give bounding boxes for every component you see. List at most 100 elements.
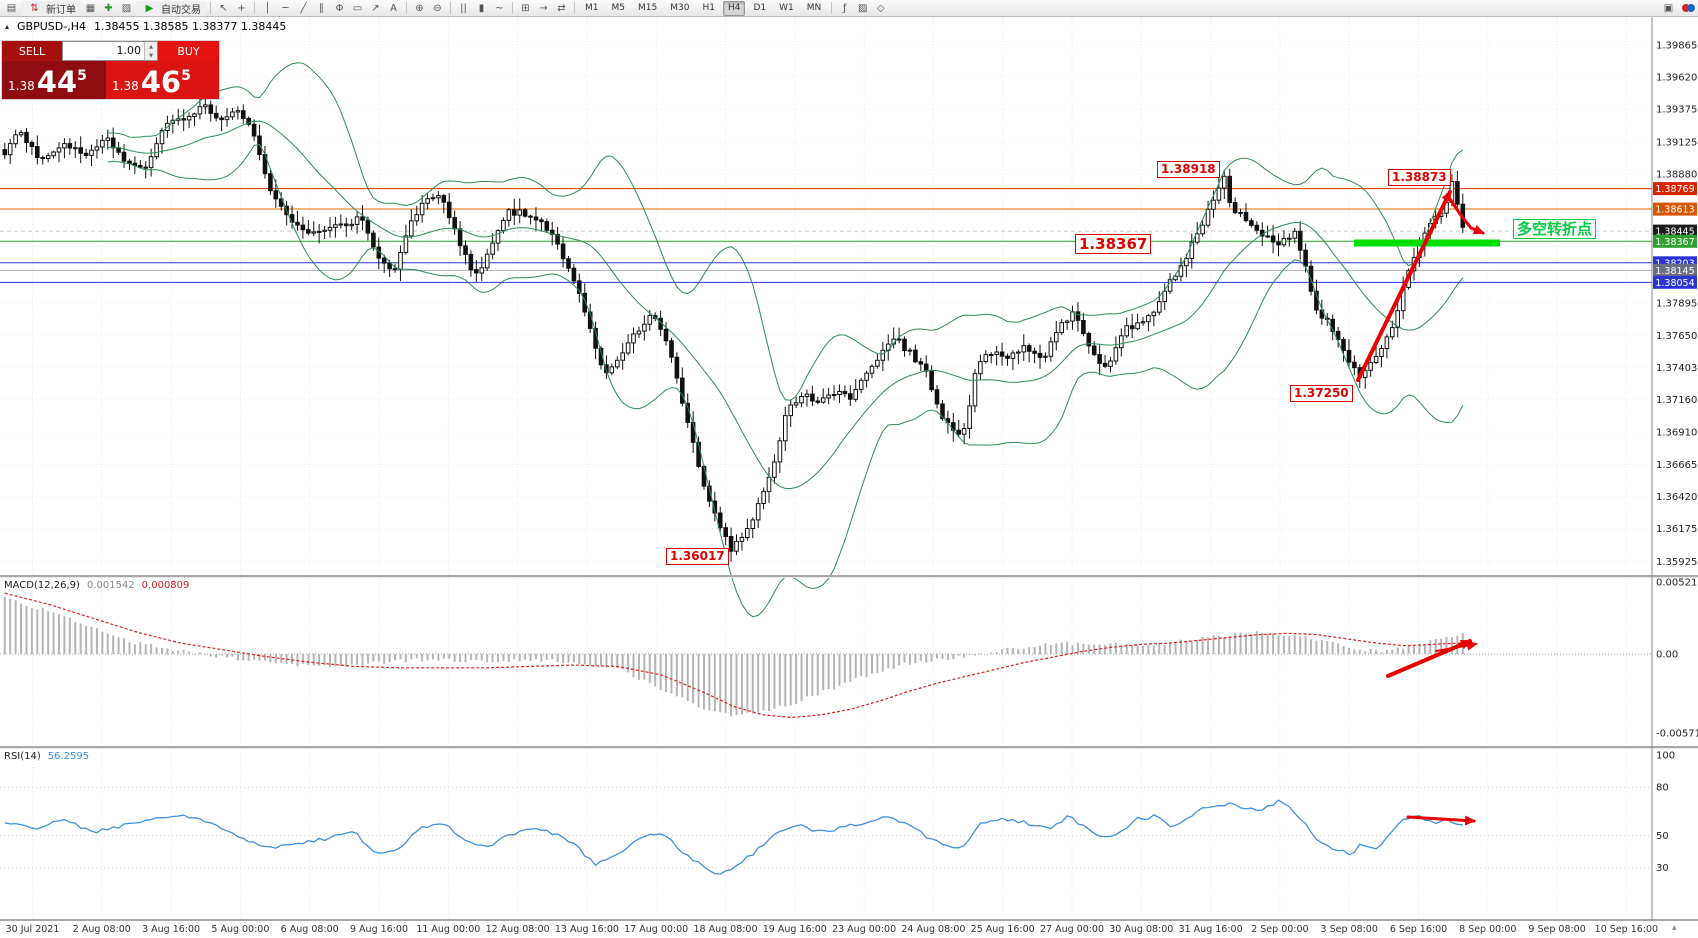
text-tool-icon[interactable]: A [390, 2, 397, 14]
svg-text:1.36910: 1.36910 [1656, 428, 1697, 439]
fibonacci-icon[interactable]: Φ [335, 2, 344, 14]
volume-increase-button[interactable]: ▲ [145, 42, 157, 51]
timeframe-h1[interactable]: H1 [702, 2, 715, 13]
cursor-icon[interactable]: ↖ [219, 2, 228, 14]
rsi-label: RSI(14) 56.2595 [4, 751, 89, 762]
trend-arrow [1386, 639, 1472, 678]
chart-shift-icon[interactable]: ⇄ [557, 2, 566, 14]
new-order-button[interactable]: ⇅ 新订单 [21, 0, 81, 16]
time-axis-label: 27 Aug 00:00 [1039, 924, 1105, 935]
bars-chart-type-icon[interactable]: || [460, 2, 467, 14]
zoom-out-icon[interactable]: ⊖ [433, 2, 442, 14]
timeframe-m15[interactable]: M15 [638, 2, 658, 13]
svg-text:1.38880: 1.38880 [1656, 170, 1697, 181]
level-lines[interactable] [0, 188, 1652, 283]
time-axis-label: 19 Aug 16:00 [762, 924, 827, 935]
annotation-label[interactable]: 1.38367 [1075, 234, 1152, 254]
annotation-label[interactable]: 1.37250 [1290, 385, 1353, 402]
time-axis-label: 18 Aug 08:00 [693, 924, 758, 935]
buy-price-display[interactable]: 1.38 46 5 [106, 61, 219, 99]
templates-icon[interactable]: ▨ [857, 2, 868, 14]
time-axis[interactable]: 30 Jul 2021 2 Aug 08:00 3 Aug 16:00 5 Aug 0… [0, 921, 1698, 938]
indicators-icon[interactable]: ƒ [842, 2, 847, 14]
scroll-to-end-icon[interactable]: ▴ [1672, 923, 1677, 933]
candlesticks [2, 94, 1466, 562]
svg-text:1.38769: 1.38769 [1655, 184, 1694, 195]
macd-indicator [0, 592, 1652, 719]
zoom-in-icon[interactable]: ⊕ [415, 2, 424, 14]
time-axis-label: 30 Jul 2021 [5, 924, 60, 935]
buy-button[interactable]: BUY [158, 41, 219, 61]
timeframe-m5[interactable]: M5 [611, 2, 626, 13]
toolbar-separator [210, 2, 211, 14]
bollinger-bands [107, 62, 1464, 618]
svg-text:1.38145: 1.38145 [1655, 266, 1694, 277]
auto-scroll-icon[interactable]: → [539, 2, 548, 14]
svg-text:1.36420: 1.36420 [1656, 492, 1697, 503]
rsi-indicator [0, 786, 1652, 875]
time-axis-label: 17 Aug 00:00 [624, 924, 689, 935]
chart-window-icon[interactable]: ▦ [85, 2, 96, 14]
time-axis-label: 5 Aug 00:00 [211, 924, 270, 935]
annotation-label[interactable]: 1.36017 [666, 548, 729, 565]
drawn-objects[interactable] [1354, 190, 1500, 826]
annotation-label[interactable]: 1.38918 [1157, 161, 1220, 178]
svg-text:1.37895: 1.37895 [1656, 299, 1697, 310]
crosshair-icon[interactable]: + [237, 2, 246, 14]
horizontal-line-icon[interactable]: ─ [282, 2, 289, 14]
buy-price-sup: 5 [181, 68, 191, 84]
volume-stepper: ▲ ▼ [144, 42, 157, 60]
svg-text:-0.00571: -0.00571 [1656, 728, 1698, 739]
trendline-icon[interactable]: ╱ [300, 2, 307, 14]
sell-price-display[interactable]: 1.38 44 5 [2, 61, 106, 99]
sell-button[interactable]: SELL [2, 41, 62, 61]
app-logo-icon [1682, 4, 1695, 12]
timeframe-m1[interactable]: M1 [585, 2, 599, 13]
volume-decrease-button[interactable]: ▼ [145, 51, 157, 60]
vertical-line-icon[interactable]: │ [264, 2, 271, 14]
toolbar-separator [406, 2, 407, 14]
macd-signal-value: 0.000809 [141, 580, 190, 591]
timeframe-h4[interactable]: H4 [722, 0, 746, 16]
time-axis-label: 9 Sep 08:00 [1528, 924, 1586, 935]
grid [0, 17, 1652, 919]
annotation-label[interactable]: 1.38873 [1388, 169, 1451, 186]
time-axis-label: 24 Aug 08:00 [901, 924, 966, 935]
time-axis-label: 13 Aug 16:00 [554, 924, 619, 935]
volume-input[interactable]: 1.00 [116, 44, 142, 57]
candles-chart-type-icon[interactable]: ▮ [478, 2, 485, 14]
autotrade-button[interactable]: ▶ 自动交易 [136, 0, 206, 16]
svg-text:1.39620: 1.39620 [1656, 73, 1697, 84]
order-arrows-icon: ⇅ [30, 2, 39, 14]
time-axis-label: 2 Sep 00:00 [1251, 924, 1309, 935]
grid-icon[interactable]: ⊞ [521, 2, 530, 14]
chart-tab-icon[interactable]: ▤ [6, 2, 17, 14]
timeframe-d1[interactable]: D1 [753, 2, 767, 13]
macd-name: MACD(12,26,9) [4, 580, 80, 591]
windows-icon[interactable]: ▣ [1663, 2, 1674, 14]
timeframe-w1[interactable]: W1 [779, 2, 794, 13]
objects-list-icon[interactable]: ◇ [876, 2, 885, 14]
price-axis[interactable]: 1.39865 1.39620 1.39375 1.39125 1.38880 1.378… [1651, 17, 1698, 938]
timeframe-mn[interactable]: MN [806, 2, 822, 13]
svg-text:30: 30 [1656, 863, 1669, 874]
timeframe-m30[interactable]: M30 [670, 2, 690, 13]
annotation-label[interactable]: 多空转折点 [1513, 219, 1597, 239]
top-toolbar: ▤ ⇅ 新订单 ▦ ✚ ▧ ▶ 自动交易 ↖ + │ ─ ╱ ∥ Φ ▭ ↗ A… [0, 0, 1698, 17]
add-chart-icon[interactable]: ✚ [104, 2, 113, 14]
profiles-icon[interactable]: ▧ [121, 2, 132, 14]
svg-text:1.39125: 1.39125 [1656, 137, 1697, 148]
shapes-icon[interactable]: ▭ [352, 2, 363, 14]
one-click-toggle-icon[interactable]: ▴ [5, 22, 10, 31]
svg-text:1.36665: 1.36665 [1656, 460, 1697, 471]
channel-icon[interactable]: ∥ [319, 2, 324, 14]
arrow-tool-icon[interactable]: ↗ [371, 2, 380, 14]
autotrade-play-icon: ▶ [145, 2, 154, 14]
toolbar-separator [450, 2, 451, 14]
line-chart-type-icon[interactable]: ~ [495, 2, 504, 14]
time-axis-label: 6 Sep 16:00 [1389, 924, 1448, 935]
svg-text:1.37650: 1.37650 [1656, 331, 1697, 342]
time-axis-label: 12 Aug 08:00 [485, 924, 550, 935]
svg-text:1.38203: 1.38203 [1655, 258, 1694, 269]
